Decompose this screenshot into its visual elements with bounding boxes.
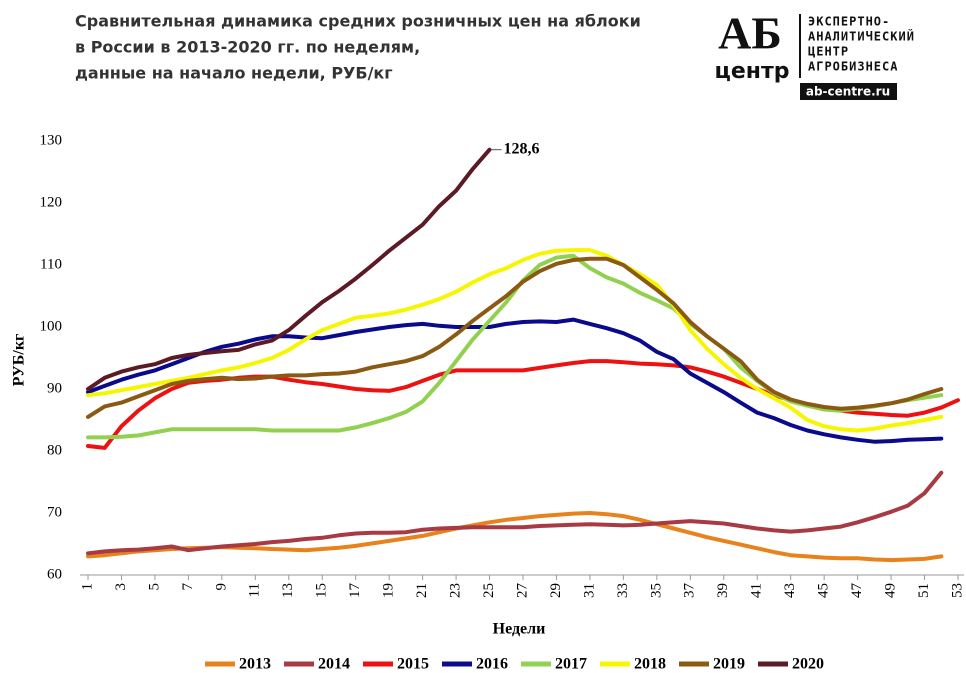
- x-tick-label: 37: [682, 583, 698, 599]
- x-tick-label: 47: [849, 583, 865, 599]
- chart-title: данные на начало недели, РУБ/кг: [75, 64, 393, 83]
- y-tick-label: 60: [47, 566, 62, 582]
- x-tick-label: 3: [113, 583, 129, 591]
- x-tick-label: 13: [280, 583, 296, 598]
- x-tick-label: 31: [581, 583, 597, 598]
- data-label: 128,6: [504, 140, 540, 157]
- x-tick-label: 51: [916, 583, 932, 598]
- x-tick-label: 43: [782, 583, 798, 598]
- y-tick-label: 100: [40, 318, 63, 334]
- x-tick-label: 49: [883, 583, 899, 598]
- y-tick-label: 70: [47, 504, 62, 520]
- x-tick-label: 39: [715, 583, 731, 598]
- legend-label: 2016: [476, 656, 508, 673]
- logo-mark: центр: [715, 59, 790, 84]
- logo-text: ЭКСПЕРТНО-: [808, 15, 890, 29]
- y-tick-label: 80: [47, 442, 62, 458]
- logo-mark: АБ: [718, 8, 782, 59]
- x-tick-label: 25: [481, 583, 497, 598]
- x-tick-label: 21: [414, 583, 430, 598]
- x-tick-label: 19: [381, 583, 397, 598]
- x-tick-label: 11: [247, 583, 263, 597]
- x-tick-label: 9: [213, 583, 229, 591]
- y-tick-label: 120: [40, 194, 63, 210]
- y-axis-label: РУБ/кг: [11, 334, 28, 387]
- y-tick-label: 90: [47, 380, 62, 396]
- logo: АБ центр ЭКСПЕРТНО- АНАЛИТИЧЕСКИЙ ЦЕНТР …: [715, 8, 915, 100]
- legend-label: 2020: [792, 656, 824, 673]
- x-tick-label: 1: [79, 583, 95, 591]
- chart-title: в России в 2013-2020 гг. по неделям,: [75, 38, 420, 57]
- logo-text: ЦЕНТР: [808, 45, 849, 59]
- legend-label: 2018: [634, 656, 666, 673]
- x-tick-label: 35: [648, 583, 664, 598]
- line-series: [86, 511, 944, 563]
- x-tick-label: 23: [448, 583, 464, 598]
- x-tick-label: 27: [514, 583, 530, 599]
- line-series: [86, 147, 492, 391]
- line-series: [86, 470, 944, 556]
- logo-url-bg: [800, 83, 897, 100]
- legend-label: 2019: [713, 656, 745, 673]
- x-tick-label: 33: [615, 583, 631, 598]
- line-series: [86, 256, 944, 419]
- x-tick-label: 17: [347, 583, 363, 599]
- line-series: [86, 317, 944, 444]
- x-tick-label: 15: [314, 583, 330, 598]
- x-tick-label: 5: [146, 583, 162, 591]
- y-tick-label: 110: [40, 256, 62, 272]
- x-tick-label: 29: [548, 583, 564, 598]
- legend-label: 2017: [555, 656, 587, 673]
- logo-text: АГРОБИЗНЕСА: [808, 60, 898, 74]
- logo-url: ab-centre.ru: [806, 85, 890, 99]
- legend-label: 2014: [318, 656, 350, 673]
- x-tick-label: 45: [816, 583, 832, 598]
- x-tick-label: 7: [180, 583, 196, 591]
- x-tick-label: 53: [949, 583, 965, 598]
- x-tick-label: 41: [749, 583, 765, 598]
- chart-title: Сравнительная динамика средних розничных…: [75, 12, 641, 31]
- legend-label: 2015: [397, 656, 429, 673]
- y-tick-label: 130: [40, 132, 63, 148]
- logo-text: АНАЛИТИЧЕСКИЙ: [808, 29, 915, 44]
- x-axis-label: Недели: [493, 621, 546, 638]
- line-series: [86, 248, 944, 433]
- legend-label: 2013: [239, 656, 271, 673]
